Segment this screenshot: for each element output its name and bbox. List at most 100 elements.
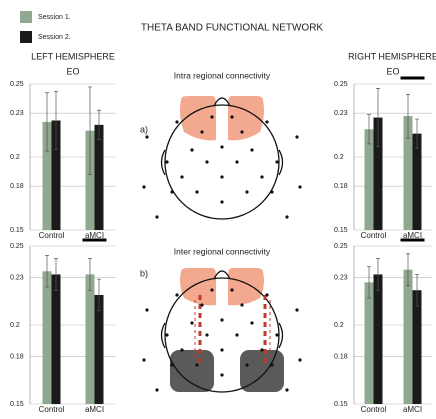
electrode: [165, 333, 168, 336]
electrode: [230, 288, 233, 291]
electrode: [265, 120, 268, 123]
x-tick-label: aMCI: [403, 405, 422, 414]
head-diagram: [162, 268, 285, 392]
electrode: [298, 358, 301, 361]
chart-title: LEFT HEMISPHERE: [31, 51, 115, 61]
electrode: [298, 185, 301, 188]
electrode: [170, 363, 173, 366]
electrode: [145, 135, 148, 138]
electrode: [200, 303, 203, 306]
electrode: [195, 190, 198, 193]
y-tick-label: 0.15: [334, 227, 348, 234]
chart-title: RIGHT HEMISPHERE: [348, 51, 436, 61]
panel-label: a): [140, 124, 148, 134]
x-tick-label: aMCI: [85, 405, 104, 414]
electrode: [250, 148, 253, 151]
electrode: [205, 333, 208, 336]
bar: [404, 270, 413, 404]
electrode: [200, 130, 203, 133]
electrode: [220, 318, 223, 321]
y-tick-label: 0.25: [334, 243, 348, 250]
electrode: [210, 115, 213, 118]
y-tick-label: 0.15: [10, 401, 24, 408]
electrode: [285, 388, 288, 391]
bar: [365, 129, 374, 230]
electrode: [230, 115, 233, 118]
electrode: [220, 348, 223, 351]
legend-swatch: [20, 11, 32, 23]
electrode: [220, 373, 223, 376]
panel-title: Intra regional connectivity: [174, 70, 271, 80]
electrode: [190, 148, 193, 151]
y-tick-label: 0.18: [334, 353, 348, 360]
electrode: [170, 190, 173, 193]
legend-label: Session 1.: [38, 14, 71, 21]
y-tick-label: 0.23: [10, 274, 24, 281]
electrode: [180, 175, 183, 178]
electrode: [210, 288, 213, 291]
electrode: [275, 160, 278, 163]
bar: [413, 290, 422, 404]
legend-label: Session 2.: [38, 34, 71, 41]
electrode: [155, 388, 158, 391]
electrode: [235, 333, 238, 336]
y-tick-label: 0.2: [334, 154, 344, 161]
figure: THETA BAND FUNCTIONAL NETWORK Session 1.…: [0, 0, 436, 414]
electrode: [142, 358, 145, 361]
x-tick-label: Control: [39, 405, 65, 414]
y-tick-label: 0.2: [10, 322, 20, 329]
electrode: [235, 160, 238, 163]
bar: [374, 274, 383, 404]
y-tick-label: 0.25: [334, 81, 348, 88]
bar: [95, 125, 104, 230]
electrode: [205, 160, 208, 163]
electrode: [175, 293, 178, 296]
x-tick-label: Control: [361, 405, 387, 414]
bar: [365, 282, 374, 404]
chart-subtitle: EO: [386, 66, 399, 76]
bar: [86, 274, 95, 404]
electrode: [275, 333, 278, 336]
electrode: [190, 321, 193, 324]
chart-subtitle: EO: [66, 66, 79, 76]
electrode: [220, 175, 223, 178]
y-tick-label: 0.23: [334, 274, 348, 281]
y-tick-label: 0.18: [10, 183, 24, 190]
electrode: [195, 363, 198, 366]
electrode: [165, 160, 168, 163]
electrode: [260, 175, 263, 178]
bar: [52, 274, 61, 404]
panel-title: Inter regional connectivity: [174, 246, 271, 256]
electrode: [270, 363, 273, 366]
electrode: [220, 145, 223, 148]
y-tick-label: 0.23: [334, 110, 348, 117]
electrode: [240, 130, 243, 133]
y-tick-label: 0.15: [334, 401, 348, 408]
electrode: [240, 303, 243, 306]
y-tick-label: 0.2: [334, 322, 344, 329]
y-tick-label: 0.18: [334, 183, 348, 190]
electrode: [270, 190, 273, 193]
electrode: [155, 215, 158, 218]
panel-label: b): [140, 268, 148, 278]
y-tick-label: 0.23: [10, 110, 24, 117]
bar: [95, 295, 104, 404]
bar: [43, 271, 52, 404]
y-tick-label: 0.25: [10, 243, 24, 250]
electrode: [145, 308, 148, 311]
electrode: [245, 363, 248, 366]
electrode: [265, 293, 268, 296]
electrode: [260, 348, 263, 351]
legend-swatch: [20, 31, 32, 43]
electrode: [250, 321, 253, 324]
x-tick-label: Control: [361, 231, 387, 240]
y-tick-label: 0.2: [10, 154, 20, 161]
region: [228, 268, 264, 305]
x-tick-label: Control: [39, 231, 65, 240]
y-tick-label: 0.25: [10, 81, 24, 88]
electrode: [142, 185, 145, 188]
figure-title: THETA BAND FUNCTIONAL NETWORK: [141, 23, 324, 34]
region: [180, 268, 216, 305]
electrode: [180, 348, 183, 351]
electrode: [220, 200, 223, 203]
